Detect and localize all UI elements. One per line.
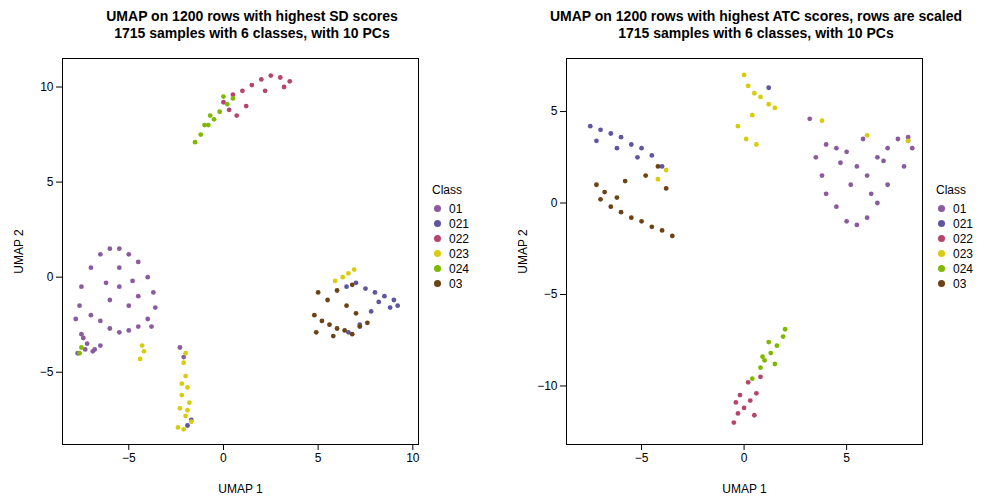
html-text:03: 03 bbox=[953, 276, 967, 291]
html-text:UMAP on 1200 rows with highest: UMAP on 1200 rows with highest SD scores bbox=[106, 8, 398, 24]
svg-text:10: 10 bbox=[40, 80, 54, 94]
html-text:01: 01 bbox=[953, 201, 967, 216]
html-text:01: 01 bbox=[449, 201, 463, 216]
html-text:023: 023 bbox=[953, 246, 973, 261]
svg-text:5: 5 bbox=[551, 104, 558, 118]
html-text:023: 023 bbox=[449, 246, 469, 261]
html-text:022: 022 bbox=[449, 231, 469, 246]
html-text:03: 03 bbox=[449, 276, 463, 291]
svg-text:UMAP 1: UMAP 1 bbox=[218, 482, 263, 496]
svg-text:−10: −10 bbox=[537, 379, 558, 393]
svg-text:−5: −5 bbox=[122, 451, 136, 465]
svg-text:−5: −5 bbox=[40, 365, 54, 379]
svg-text:5: 5 bbox=[843, 451, 850, 465]
html-text:021: 021 bbox=[449, 216, 469, 231]
html-text:022: 022 bbox=[953, 231, 973, 246]
svg-text:UMAP 2: UMAP 2 bbox=[12, 229, 26, 274]
svg-text:−5: −5 bbox=[544, 287, 558, 301]
svg-text:0: 0 bbox=[220, 451, 227, 465]
svg-text:10: 10 bbox=[406, 451, 420, 465]
html-text:UMAP on 1200 rows with highest: UMAP on 1200 rows with highest ATC score… bbox=[550, 8, 962, 24]
html-text:024: 024 bbox=[953, 261, 973, 276]
svg-text:0: 0 bbox=[551, 196, 558, 210]
html-text:024: 024 bbox=[449, 261, 469, 276]
svg-text:UMAP 1: UMAP 1 bbox=[722, 482, 767, 496]
svg-text:0: 0 bbox=[741, 451, 748, 465]
svg-text:−5: −5 bbox=[635, 451, 649, 465]
svg-text:5: 5 bbox=[315, 451, 322, 465]
html-text:Class: Class bbox=[432, 183, 462, 197]
html-text:021: 021 bbox=[953, 216, 973, 231]
svg-text:5: 5 bbox=[47, 175, 54, 189]
html-text:Class: Class bbox=[936, 183, 966, 197]
html-text:1715 samples with 6 classes, w: 1715 samples with 6 classes, with 10 PCs bbox=[114, 25, 390, 41]
svg-text:0: 0 bbox=[47, 270, 54, 284]
html-text:1715 samples with 6 classes, w: 1715 samples with 6 classes, with 10 PCs bbox=[618, 25, 894, 41]
svg-text:UMAP 2: UMAP 2 bbox=[516, 229, 530, 274]
